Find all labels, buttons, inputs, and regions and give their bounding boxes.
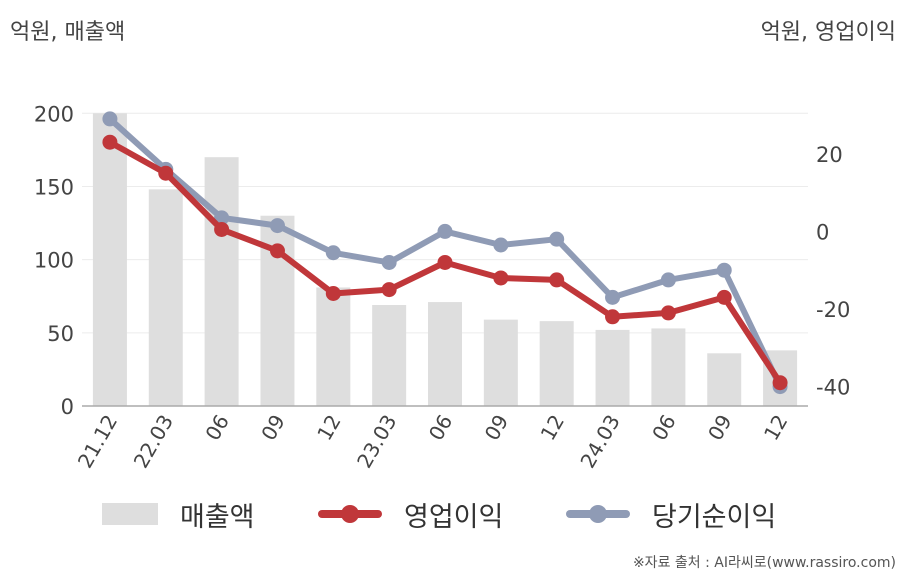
net-profit-point bbox=[381, 254, 397, 270]
legend-item-revenue: 매출액 bbox=[102, 492, 255, 536]
net-profit-point bbox=[269, 218, 285, 234]
x-tick-label: 12 bbox=[759, 411, 793, 445]
legend: 매출액 영업이익 당기순이익 bbox=[0, 492, 908, 540]
net-profit-point bbox=[493, 237, 509, 253]
x-tick-label: 21.12 bbox=[73, 411, 122, 473]
left-tick-label: 0 bbox=[61, 395, 74, 419]
right-tick-label: 0 bbox=[816, 220, 829, 244]
operating-profit-point bbox=[549, 272, 565, 288]
operating-profit-point bbox=[381, 282, 397, 298]
legend-swatch-net-profit bbox=[566, 505, 630, 523]
legend-label-operating-profit: 영업이익 bbox=[404, 501, 504, 533]
operating-profit-point bbox=[102, 134, 118, 150]
revenue-bar bbox=[92, 113, 127, 406]
revenue-bar bbox=[428, 302, 462, 406]
x-tick-label: 23.03 bbox=[352, 411, 401, 473]
x-tick-label: 09 bbox=[703, 411, 737, 445]
left-tick-label: 100 bbox=[34, 249, 74, 273]
legend-item-net-profit: 당기순이익 bbox=[566, 492, 776, 536]
right-tick-label: -40 bbox=[816, 376, 850, 400]
right-tick-label: -20 bbox=[816, 298, 850, 322]
operating-profit-point bbox=[269, 243, 285, 259]
x-tick-label: 12 bbox=[536, 411, 570, 445]
operating-profit-point bbox=[325, 285, 341, 301]
x-tick-label: 24.03 bbox=[575, 411, 624, 473]
net-profit-point bbox=[716, 262, 732, 278]
x-tick-label: 06 bbox=[647, 411, 681, 445]
right-axis-title: 억원, 영업이익 bbox=[760, 20, 896, 45]
operating-profit-point bbox=[493, 270, 509, 286]
operating-profit-point bbox=[772, 375, 788, 391]
revenue-bar bbox=[148, 189, 183, 406]
revenue-bar bbox=[651, 328, 686, 406]
net-profit-point bbox=[325, 245, 341, 261]
left-axis-title: 억원, 매출액 bbox=[10, 20, 126, 45]
net-profit-point bbox=[437, 223, 453, 239]
right-tick-label: 20 bbox=[816, 143, 843, 167]
x-tick-label: 06 bbox=[200, 411, 234, 445]
operating-profit-point bbox=[437, 254, 453, 270]
revenue-bar bbox=[707, 353, 742, 406]
legend-label-revenue: 매출액 bbox=[180, 501, 255, 533]
net-profit-point bbox=[605, 289, 621, 305]
operating-profit-point bbox=[716, 289, 732, 305]
source-credit: ※자료 출처 : AI라씨로(www.rassiro.com) bbox=[632, 555, 896, 571]
revenue-bar bbox=[539, 321, 574, 406]
revenue-bar bbox=[204, 157, 239, 406]
revenue-bar bbox=[372, 305, 407, 406]
x-tick-label: 22.03 bbox=[129, 411, 178, 473]
legend-swatch-revenue bbox=[102, 503, 158, 525]
x-tick-label: 09 bbox=[256, 411, 290, 445]
left-tick-label: 200 bbox=[34, 102, 74, 126]
x-tick-label: 12 bbox=[312, 411, 346, 445]
operating-profit-point bbox=[660, 305, 676, 321]
operating-profit-point bbox=[605, 309, 621, 325]
legend-item-operating-profit: 영업이익 bbox=[318, 492, 503, 536]
operating-profit-point bbox=[214, 221, 230, 237]
revenue-bar bbox=[595, 329, 630, 406]
revenue-bar bbox=[483, 319, 518, 406]
left-tick-label: 50 bbox=[47, 322, 74, 346]
x-tick-label: 06 bbox=[424, 411, 458, 445]
operating-profit-point bbox=[158, 165, 174, 181]
legend-swatch-operating-profit bbox=[318, 505, 382, 523]
net-profit-point bbox=[549, 231, 565, 247]
net-profit-point bbox=[102, 111, 118, 127]
revenue-bar bbox=[316, 287, 351, 406]
left-tick-label: 150 bbox=[34, 175, 74, 199]
x-tick-label: 09 bbox=[480, 411, 514, 445]
legend-label-net-profit: 당기순이익 bbox=[652, 501, 777, 533]
net-profit-point bbox=[660, 272, 676, 288]
